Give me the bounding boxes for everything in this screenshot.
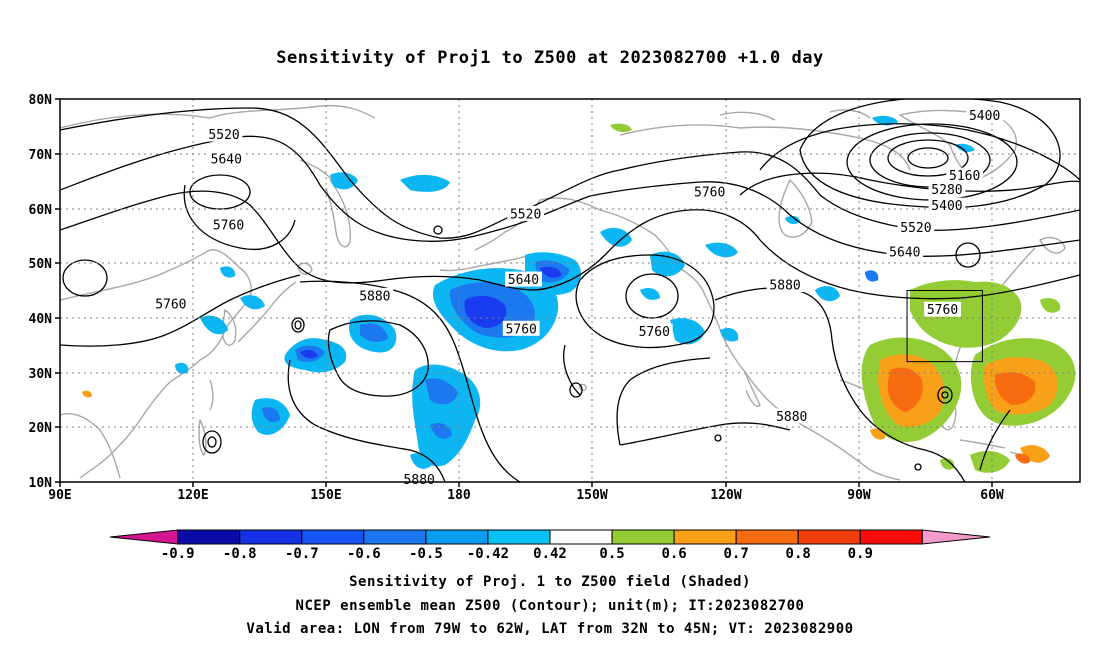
- contour-label: 5640: [508, 273, 539, 288]
- colorbar-tick-label: -0.6: [347, 546, 381, 562]
- contour-label-bg: [928, 197, 966, 213]
- lat-label: 70N: [29, 148, 53, 163]
- contour-label-bg: [886, 244, 924, 260]
- colorbar-segment: [363, 529, 427, 545]
- contour-label: 5640: [211, 153, 242, 168]
- contour-label: 5160: [949, 169, 980, 184]
- contour-label-bg: [152, 296, 190, 312]
- contour-label: 5760: [213, 218, 244, 233]
- footer-line-1: Sensitivity of Proj. 1 to Z500 field (Sh…: [349, 574, 751, 590]
- axis-ticks: [55, 98, 993, 487]
- lat-lon-grid: [60, 99, 1080, 482]
- contour-label: 5880: [359, 289, 390, 304]
- contour-label-bg: [924, 301, 961, 317]
- lat-label: 80N: [29, 93, 53, 108]
- lat-label: 10N: [29, 476, 53, 491]
- colorbar-tick-label: -0.8: [223, 546, 257, 562]
- contour-label: 5400: [969, 109, 1000, 124]
- contour-label-bg: [205, 126, 243, 142]
- contour-label: 5880: [404, 473, 435, 488]
- colorbar-tick-label: 0.8: [786, 546, 811, 562]
- colorbar-tick-label: -0.5: [409, 546, 443, 562]
- lon-label: 120W: [710, 488, 741, 503]
- lat-label: 30N: [29, 367, 53, 382]
- contour-label: 5760: [694, 186, 725, 201]
- colorbar-tick-label: 0.7: [724, 546, 749, 562]
- colorbar-tick-label: -0.9: [161, 546, 195, 562]
- contour-label: 5280: [931, 183, 962, 198]
- contour-label-bg: [207, 151, 245, 167]
- colorbar-segment: [611, 529, 675, 545]
- colorbar-segment: [177, 529, 241, 545]
- contour-label-bg: [946, 167, 984, 183]
- contour-label-bg: [507, 205, 545, 221]
- contour-label-bg: [502, 320, 540, 336]
- contour-label: 5880: [776, 410, 807, 425]
- colorbar-segment: [425, 529, 489, 545]
- plot-frame: [59, 98, 1081, 483]
- lon-label: 180: [447, 488, 471, 503]
- colorbar-tick-label: 0.42: [533, 546, 567, 562]
- colorbar-tick-label: 0.9: [848, 546, 873, 562]
- contour-label: 5520: [900, 221, 931, 236]
- contour-label: 5640: [889, 246, 920, 261]
- contour-label-bg: [766, 277, 804, 293]
- colorbar-segment: [301, 529, 365, 545]
- contour-label-bg: [356, 287, 394, 303]
- lat-label: 60N: [29, 203, 53, 218]
- colorbar-tick-label: -0.7: [285, 546, 319, 562]
- longitude-labels: 90E 120E 150E 180 150W 120W 90W 60W: [48, 488, 1004, 503]
- lon-label: 120E: [177, 488, 208, 503]
- colorbar-labels: -0.9 -0.8 -0.7 -0.6 -0.5 -0.42 0.42 0.5 0.6 0.7 0.…: [161, 546, 873, 562]
- colorbar-segment: [239, 529, 303, 545]
- contour-label-bg: [928, 181, 966, 197]
- colorbar: [109, 529, 991, 545]
- contour-label: 5880: [769, 279, 800, 294]
- colorbar-tick-label: -0.42: [467, 546, 509, 562]
- contour-label-bg: [210, 216, 247, 232]
- lon-label: 90E: [48, 488, 71, 503]
- contour-label-bg: [691, 184, 729, 200]
- colorbar-tick-label: 0.6: [661, 546, 686, 562]
- contour-label: 5760: [639, 325, 670, 340]
- contour-label-bg: [897, 219, 935, 235]
- contour-label: 5520: [510, 207, 541, 222]
- contour-label-bg: [635, 323, 673, 339]
- lat-label: 40N: [29, 312, 53, 327]
- footer-line-3: Valid area: LON from 79W to 62W, LAT fro…: [246, 621, 854, 637]
- latitude-labels: 80N 70N 60N 50N 40N 30N 20N 10N: [29, 93, 53, 491]
- lon-label: 150E: [310, 488, 341, 503]
- colorbar-segment: [549, 529, 613, 545]
- lat-label: 50N: [29, 257, 53, 272]
- contour-label-bg: [505, 271, 542, 287]
- colorbar-segment: [797, 529, 861, 545]
- colorbar-segment: [109, 529, 179, 545]
- contour-label: 5400: [931, 199, 962, 214]
- lon-label: 90W: [847, 488, 871, 503]
- contour-label: 5760: [155, 298, 186, 313]
- colorbar-segment: [673, 529, 737, 545]
- contour-label-bg: [966, 107, 1004, 123]
- valid-area-box: [906, 290, 983, 363]
- colorbar-segment: [735, 529, 799, 545]
- colorbar-segment: [859, 529, 923, 545]
- positive-sensitivity-shading: [82, 123, 1076, 473]
- footer-line-2: NCEP ensemble mean Z500 (Contour); unit(…: [295, 598, 805, 614]
- lon-label: 60W: [980, 488, 1004, 503]
- lat-label: 20N: [29, 421, 53, 436]
- lon-label: 150W: [576, 488, 607, 503]
- colorbar-segment: [487, 529, 551, 545]
- map-title: Sensitivity of Proj1 to Z500 at 20230827…: [276, 48, 824, 68]
- contour-label: 5520: [208, 128, 239, 143]
- contour-label-bg: [773, 408, 811, 424]
- contour-label: 5760: [506, 322, 537, 337]
- contour-label: 5760: [927, 303, 958, 318]
- colorbar-segment: [921, 529, 991, 545]
- colorbar-tick-label: 0.5: [599, 546, 624, 562]
